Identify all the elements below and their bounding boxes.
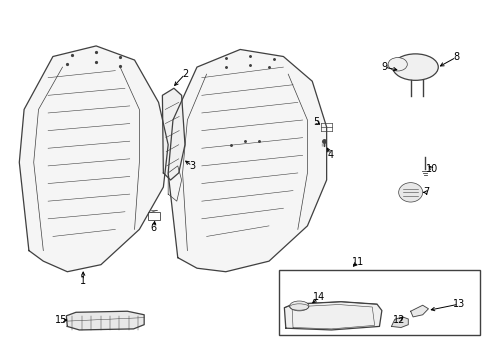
Polygon shape <box>284 302 382 330</box>
Text: 15: 15 <box>55 315 68 325</box>
Ellipse shape <box>392 54 438 80</box>
Text: 5: 5 <box>313 117 319 127</box>
Bar <box>148 212 160 220</box>
Text: 9: 9 <box>381 62 387 72</box>
Text: 3: 3 <box>189 161 195 171</box>
Text: 10: 10 <box>426 165 439 174</box>
Polygon shape <box>19 46 168 272</box>
Text: 2: 2 <box>182 69 188 79</box>
Polygon shape <box>411 305 428 317</box>
Text: 11: 11 <box>352 257 364 267</box>
Text: 1: 1 <box>80 275 86 285</box>
Text: 12: 12 <box>393 315 406 325</box>
Polygon shape <box>66 311 144 330</box>
Polygon shape <box>162 88 185 180</box>
Ellipse shape <box>399 183 423 202</box>
Ellipse shape <box>388 58 407 71</box>
Ellipse shape <box>290 301 309 311</box>
Bar <box>279 270 480 335</box>
Text: 6: 6 <box>151 222 157 233</box>
Polygon shape <box>392 317 408 328</box>
Text: 7: 7 <box>423 187 430 197</box>
Text: 8: 8 <box>453 52 459 62</box>
Text: 13: 13 <box>453 299 465 309</box>
Text: 4: 4 <box>327 150 334 159</box>
Polygon shape <box>168 49 327 272</box>
Text: 14: 14 <box>313 292 325 302</box>
